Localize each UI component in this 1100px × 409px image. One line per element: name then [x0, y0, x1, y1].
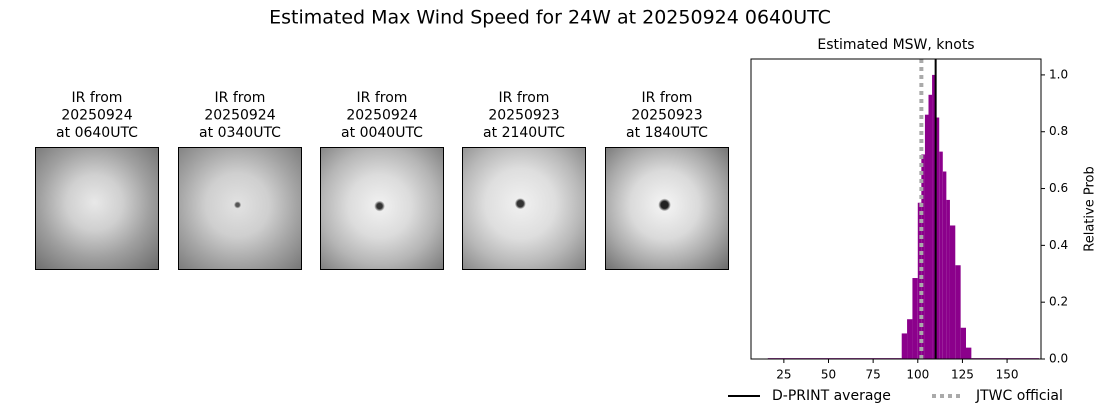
- bar: [928, 94, 933, 359]
- x-tick-label: 75: [866, 368, 881, 382]
- panel-label: IR from: [72, 90, 123, 106]
- bar: [960, 327, 966, 359]
- y-tick-label: 0.8: [1049, 124, 1068, 138]
- panel-label: 20250923: [488, 108, 559, 124]
- y-tick-label: 0.4: [1049, 238, 1068, 252]
- panel-label: 20250923: [631, 108, 702, 124]
- chart-title: Estimated MSW, knots: [817, 37, 974, 53]
- bar: [924, 114, 929, 359]
- bar: [912, 278, 918, 359]
- panel-label: 20250924: [61, 108, 132, 124]
- bar: [917, 202, 922, 359]
- x-tick-label: 150: [996, 368, 1019, 382]
- bar: [935, 117, 940, 359]
- panel-label: IR from: [357, 90, 408, 106]
- ir-image: [320, 147, 444, 270]
- y-tick-label: 0.2: [1049, 295, 1068, 309]
- bar: [907, 319, 913, 359]
- panel-label: at 2140UTC: [483, 125, 565, 141]
- y-axis-label: Relative Prob: [1083, 166, 1098, 251]
- panel-label: IR from: [215, 90, 266, 106]
- panel-label: IR from: [642, 90, 693, 106]
- bar: [942, 171, 947, 359]
- bar: [946, 199, 950, 359]
- y-tick-label: 1.0: [1049, 67, 1068, 81]
- bar: [955, 265, 961, 359]
- panel-label: at 0040UTC: [341, 125, 423, 141]
- bar: [949, 225, 956, 359]
- x-tick-label: 50: [821, 368, 836, 382]
- plot-frame: [750, 58, 1042, 360]
- legend-label: D-PRINT average: [772, 388, 891, 404]
- panel-label: at 1840UTC: [626, 125, 708, 141]
- x-tick-label: 125: [951, 368, 974, 382]
- x-tick-label: 25: [776, 368, 791, 382]
- panel-label: IR from: [499, 90, 550, 106]
- x-tick-label: 100: [906, 368, 929, 382]
- ir-image: [605, 147, 729, 270]
- bar: [966, 347, 972, 359]
- ir-image: [178, 147, 302, 270]
- y-tick-label: 0.0: [1049, 352, 1068, 366]
- figure-title: Estimated Max Wind Speed for 24W at 2025…: [269, 7, 831, 29]
- y-tick-label: 0.6: [1049, 181, 1068, 195]
- ir-image: [462, 147, 586, 270]
- panel-label: at 0640UTC: [56, 125, 138, 141]
- panel-label: 20250924: [346, 108, 417, 124]
- panel-label: at 0340UTC: [199, 125, 281, 141]
- bar: [921, 154, 925, 359]
- ir-image: [35, 147, 159, 270]
- panel-label: 20250924: [204, 108, 275, 124]
- legend-label: JTWC official: [975, 388, 1063, 404]
- bar: [939, 151, 943, 359]
- bar: [901, 333, 908, 359]
- bar: [932, 74, 936, 359]
